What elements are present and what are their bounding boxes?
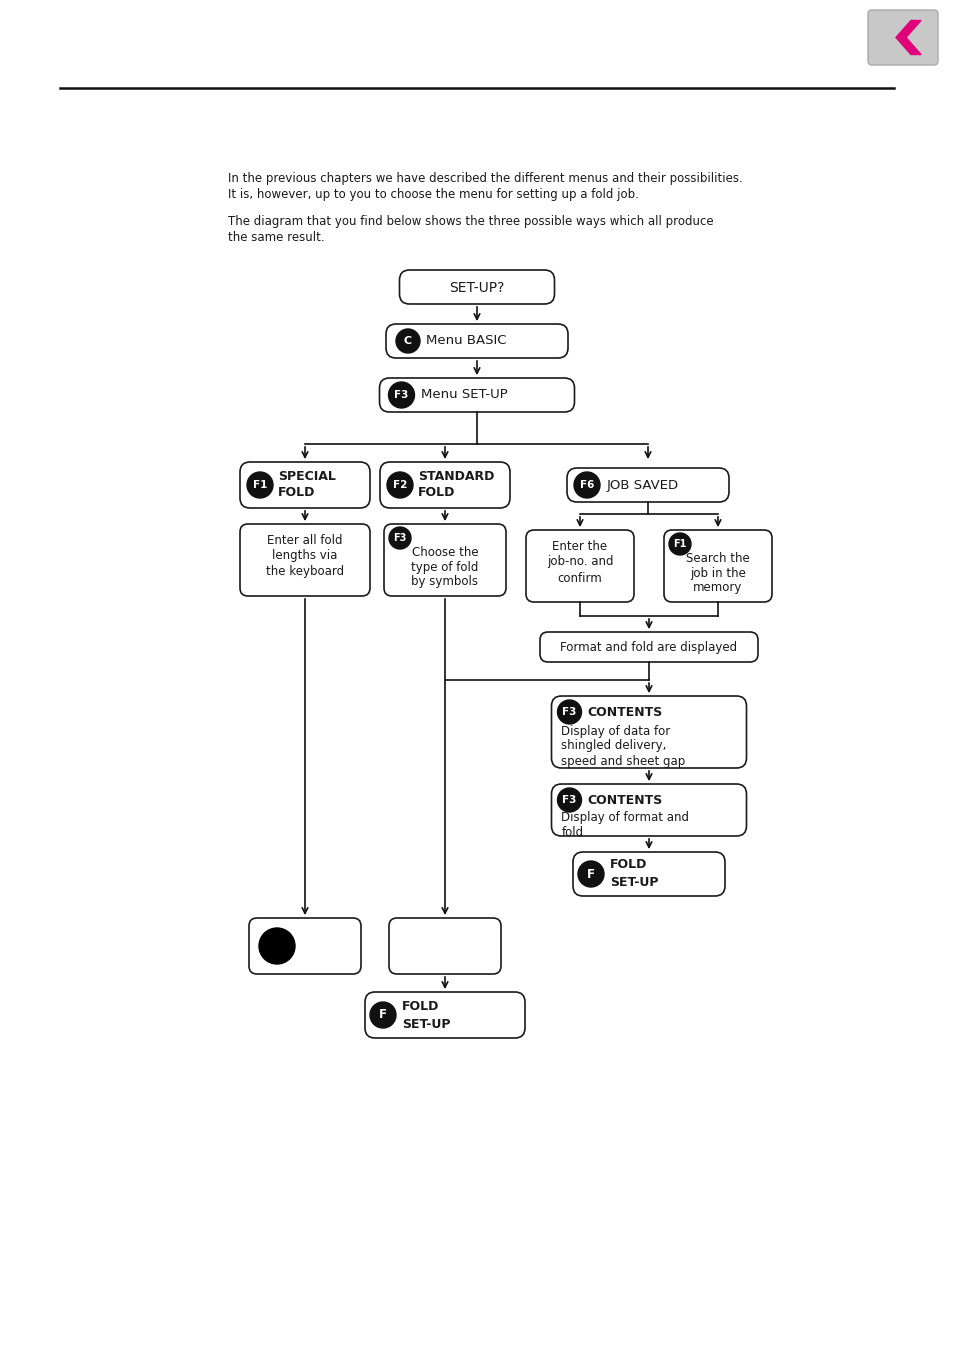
Text: Display of data for: Display of data for [561, 724, 670, 738]
Text: Search the: Search the [685, 551, 749, 565]
Text: Choose the: Choose the [412, 546, 477, 558]
FancyBboxPatch shape [379, 378, 574, 412]
Text: fold: fold [561, 825, 583, 839]
Text: CONTENTS: CONTENTS [587, 793, 662, 807]
Text: speed and sheet gap: speed and sheet gap [561, 754, 685, 767]
Text: F3: F3 [561, 794, 576, 805]
Text: F1: F1 [673, 539, 686, 549]
FancyBboxPatch shape [663, 530, 771, 603]
Circle shape [247, 471, 273, 499]
Circle shape [578, 861, 603, 888]
Text: FOLD: FOLD [417, 486, 455, 500]
Text: F: F [586, 867, 595, 881]
Text: FOLD: FOLD [401, 1000, 439, 1012]
Text: SET-UP: SET-UP [609, 877, 658, 889]
Circle shape [395, 330, 419, 353]
Text: F: F [378, 1008, 387, 1021]
Text: FOLD: FOLD [609, 858, 647, 871]
Text: SPECIAL: SPECIAL [277, 470, 335, 484]
FancyBboxPatch shape [240, 462, 370, 508]
Text: the same result.: the same result. [228, 231, 324, 245]
Text: Format and fold are displayed: Format and fold are displayed [559, 640, 737, 654]
Text: CONTENTS: CONTENTS [587, 705, 662, 719]
Text: job-no. and: job-no. and [546, 555, 613, 569]
Text: the keyboard: the keyboard [266, 566, 344, 578]
Circle shape [574, 471, 599, 499]
Text: SET-UP?: SET-UP? [449, 281, 504, 295]
FancyBboxPatch shape [525, 530, 634, 603]
Text: C: C [403, 336, 412, 346]
Text: F3: F3 [561, 707, 576, 717]
Text: lengths via: lengths via [272, 550, 337, 562]
FancyBboxPatch shape [384, 524, 505, 596]
FancyBboxPatch shape [551, 696, 745, 767]
Circle shape [557, 700, 581, 724]
FancyBboxPatch shape [573, 852, 724, 896]
Text: In the previous chapters we have described the different menus and their possibi: In the previous chapters we have describ… [228, 172, 742, 185]
Circle shape [557, 788, 581, 812]
Text: confirm: confirm [558, 571, 601, 585]
Polygon shape [895, 20, 920, 54]
Text: Menu BASIC: Menu BASIC [426, 335, 506, 347]
FancyBboxPatch shape [249, 917, 360, 974]
Text: F3: F3 [394, 390, 408, 400]
Text: SET-UP: SET-UP [401, 1017, 450, 1031]
FancyBboxPatch shape [386, 324, 567, 358]
Text: STANDARD: STANDARD [417, 470, 494, 484]
Text: F1: F1 [253, 480, 267, 490]
FancyBboxPatch shape [867, 9, 937, 65]
Text: F6: F6 [579, 480, 594, 490]
Circle shape [389, 527, 411, 549]
FancyBboxPatch shape [566, 467, 728, 503]
Text: job in the: job in the [689, 566, 745, 580]
Text: by symbols: by symbols [411, 576, 478, 589]
Text: type of fold: type of fold [411, 561, 478, 574]
Circle shape [387, 471, 413, 499]
Circle shape [370, 1002, 395, 1028]
FancyBboxPatch shape [551, 784, 745, 836]
Text: FOLD: FOLD [277, 486, 315, 500]
Text: Enter the: Enter the [552, 539, 607, 553]
FancyBboxPatch shape [240, 524, 370, 596]
FancyBboxPatch shape [365, 992, 524, 1038]
FancyBboxPatch shape [399, 270, 554, 304]
Text: shingled delivery,: shingled delivery, [561, 739, 666, 753]
Text: Display of format and: Display of format and [561, 812, 689, 824]
FancyBboxPatch shape [379, 462, 510, 508]
Text: Enter all fold: Enter all fold [267, 534, 342, 547]
Circle shape [388, 382, 414, 408]
FancyBboxPatch shape [389, 917, 500, 974]
Text: Menu SET-UP: Menu SET-UP [421, 389, 508, 401]
Text: F2: F2 [393, 480, 407, 490]
FancyBboxPatch shape [539, 632, 758, 662]
Circle shape [668, 534, 690, 555]
Text: F3: F3 [393, 534, 406, 543]
Text: memory: memory [693, 581, 741, 594]
Circle shape [258, 928, 294, 965]
Text: The diagram that you find below shows the three possible ways which all produce: The diagram that you find below shows th… [228, 215, 713, 228]
Text: It is, however, up to you to choose the menu for setting up a fold job.: It is, however, up to you to choose the … [228, 188, 639, 201]
Text: JOB SAVED: JOB SAVED [606, 478, 679, 492]
